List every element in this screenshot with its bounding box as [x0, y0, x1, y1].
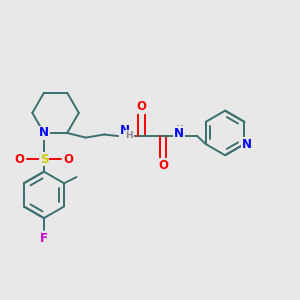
- Text: N: N: [39, 127, 49, 140]
- Text: N: N: [242, 138, 252, 151]
- Text: F: F: [40, 232, 48, 245]
- Text: H: H: [175, 125, 183, 134]
- Text: S: S: [40, 153, 48, 166]
- Text: O: O: [64, 153, 74, 166]
- Text: O: O: [14, 153, 24, 166]
- Text: N: N: [174, 127, 184, 140]
- Text: N: N: [120, 124, 130, 137]
- Text: O: O: [158, 159, 168, 172]
- Text: H: H: [126, 131, 133, 140]
- Text: O: O: [136, 100, 146, 113]
